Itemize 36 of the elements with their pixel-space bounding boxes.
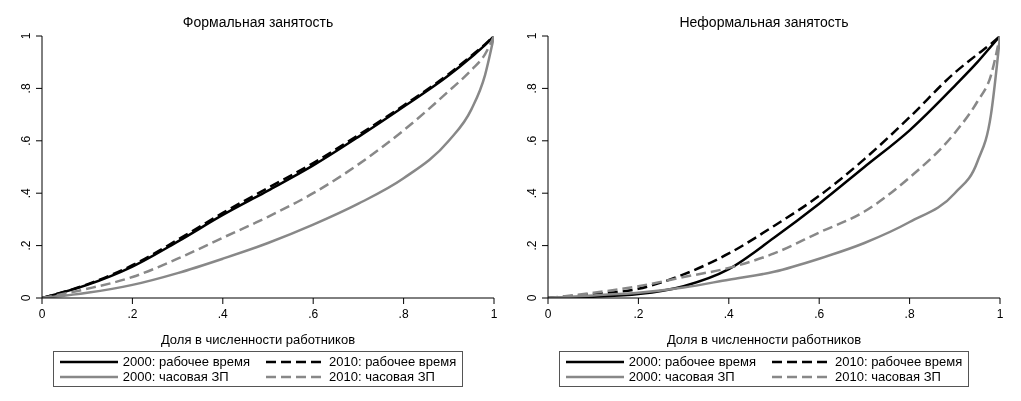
legend-label: 2000: часовая ЗП: [628, 369, 735, 384]
x-axis-title: Доля в численности работников: [666, 332, 862, 347]
x-tick-label: 1: [996, 307, 1004, 321]
y-tick-label: 0: [19, 294, 33, 302]
legend-label: 2000: рабочее время: [122, 354, 250, 369]
y-tick-label: .4: [525, 187, 539, 199]
y-tick-label: .2: [19, 240, 33, 251]
chart-title: Неформальная занятость: [679, 14, 849, 30]
x-tick-label: .6: [814, 307, 825, 321]
legend-label: 2010: рабочее время: [835, 354, 963, 369]
y-tick-label: .2: [525, 240, 539, 251]
legend-label: 2010: часовая ЗП: [835, 369, 941, 384]
x-tick-label: .8: [398, 307, 409, 321]
legend-label: 2000: рабочее время: [628, 354, 756, 369]
x-tick-label: .4: [217, 307, 229, 321]
y-tick-label: .8: [19, 83, 33, 94]
x-axis-title: Доля в численности работников: [160, 332, 356, 347]
x-tick-label: .2: [127, 307, 138, 321]
chart-title: Формальная занятость: [182, 14, 334, 30]
y-tick-label: .6: [525, 135, 539, 146]
x-tick-label: .4: [723, 307, 735, 321]
legend-label: 2000: часовая ЗП: [122, 369, 229, 384]
x-tick-label: 1: [490, 307, 498, 321]
legend-label: 2010: часовая ЗП: [329, 369, 435, 384]
y-tick-label: .6: [19, 135, 33, 146]
x-tick-label: .2: [633, 307, 644, 321]
y-tick-label: 1: [525, 32, 539, 40]
x-tick-label: .6: [308, 307, 319, 321]
y-tick-label: 1: [19, 32, 33, 40]
x-tick-label: 0: [544, 307, 552, 321]
legend-label: 2010: рабочее время: [329, 354, 457, 369]
y-tick-label: .8: [525, 83, 539, 94]
x-tick-label: .8: [904, 307, 915, 321]
x-tick-label: 0: [38, 307, 46, 321]
y-tick-label: .4: [19, 187, 33, 199]
y-tick-label: 0: [525, 294, 539, 302]
